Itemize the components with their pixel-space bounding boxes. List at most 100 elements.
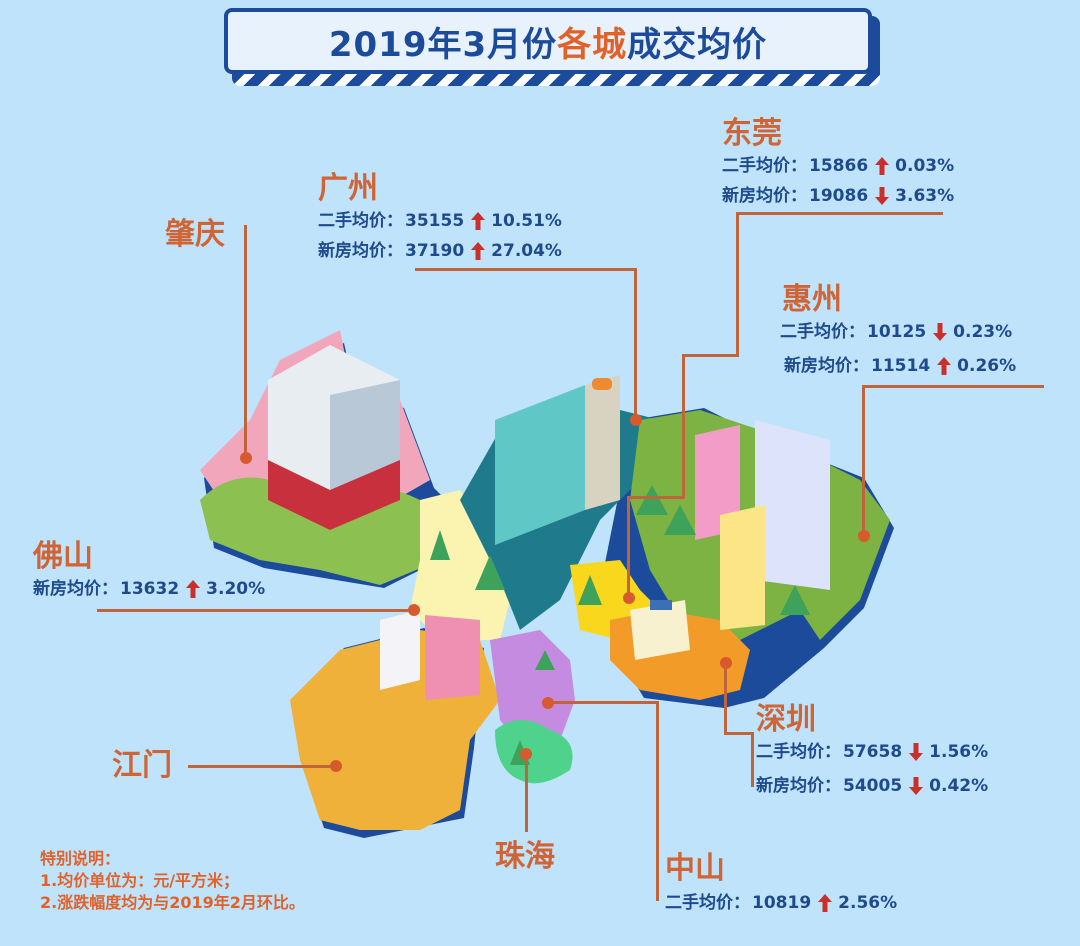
leader-line-dongguan-v1 [736, 212, 739, 356]
title-suffix: 成交均价 [627, 24, 768, 65]
leader-line-shenzhen-h [724, 732, 754, 735]
change-value: 3.63% [895, 186, 955, 206]
change-value: 1.56% [929, 742, 989, 762]
price-value: 54005 [843, 776, 903, 796]
leader-line-guangzhou-v [634, 268, 637, 420]
building-jiangmen [380, 610, 480, 700]
leader-line-dongguan-h3 [627, 496, 685, 499]
dongguan-second-hand: 二手均价： 15866 0.03% [722, 155, 954, 177]
arrow-up-icon [818, 894, 833, 912]
label-new-house: 新房均价： [756, 776, 841, 796]
city-block-shenzhen: 深圳 二手均价： 57658 1.56% 新房均价： 54005 0.42% [756, 703, 988, 797]
notes-block: 特别说明： 1.均价单位为：元/平方米； 2.涨跌幅度均为与2019年2月环比。 [40, 848, 305, 914]
change-value: 10.51% [491, 211, 562, 231]
marker-guangzhou [630, 414, 642, 426]
notes-heading: 特别说明： [40, 849, 121, 868]
region-foshan [410, 490, 510, 640]
leader-line-zhongshan-v [656, 701, 659, 901]
dongguan-new-house: 新房均价： 19086 3.63% [722, 185, 954, 207]
notes-line-2: 2.涨跌幅度均为与2019年2月环比。 [40, 893, 305, 912]
title-highlight: 各城 [557, 24, 628, 65]
building-shenzhen [630, 600, 690, 660]
arrow-down-icon [909, 777, 924, 795]
change-value: 0.42% [929, 776, 989, 796]
marker-huizhou [858, 530, 870, 542]
shenzhen-new-house: 新房均价： 54005 0.42% [756, 775, 988, 797]
city-name-zhuhai: 珠海 [495, 839, 555, 874]
arrow-down-icon [909, 743, 924, 761]
city-name-dongguan: 东莞 [722, 116, 782, 151]
change-value: 0.23% [953, 322, 1013, 342]
city-block-zhongshan: 中山 二手均价： 10819 2.56% [665, 852, 897, 914]
arrow-up-icon [186, 580, 201, 598]
leader-line-zhongshan-h [546, 701, 659, 704]
price-value: 19086 [809, 186, 869, 206]
marker-zhaoqing [240, 452, 252, 464]
city-name-zhaoqing: 肇庆 [165, 217, 225, 252]
price-value: 10125 [867, 322, 927, 342]
title-prefix: 2019年3月份 [328, 24, 558, 65]
change-value: 0.03% [895, 156, 955, 176]
notes-line-1: 1.均价单位为：元/平方米； [40, 871, 240, 890]
leader-line-shenzhen-v1 [724, 662, 727, 734]
leader-line-huizhou-h [862, 385, 1044, 388]
label-new-house: 新房均价： [318, 241, 403, 261]
leader-line-jiangmen [188, 765, 336, 768]
label-second-hand: 二手均价： [756, 742, 841, 762]
city-block-dongguan: 东莞 二手均价： 15866 0.03% 新房均价： 19086 3.63% [722, 117, 954, 207]
shenzhen-second-hand: 二手均价： 57658 1.56% [756, 741, 988, 763]
city-name-shenzhen: 深圳 [756, 702, 816, 737]
building-guangzhou [495, 375, 620, 545]
city-name-guangzhou: 广州 [318, 171, 378, 206]
price-value: 37190 [405, 241, 465, 261]
change-value: 3.20% [206, 579, 266, 599]
leader-line-foshan [97, 609, 415, 612]
city-name-jiangmen: 江门 [112, 748, 172, 783]
marker-dongguan [623, 592, 635, 604]
change-value: 27.04% [491, 241, 562, 261]
price-value: 10819 [752, 893, 812, 913]
price-value: 15866 [809, 156, 869, 176]
marker-zhongshan [542, 697, 554, 709]
huizhou-second-hand: 二手均价： 10125 0.23% [780, 321, 1016, 343]
price-value: 11514 [871, 356, 931, 376]
arrow-down-icon [875, 187, 890, 205]
price-value: 35155 [405, 211, 465, 231]
label-second-hand: 二手均价： [318, 211, 403, 231]
leader-line-zhuhai [525, 752, 528, 832]
label-new-house: 新房均价： [722, 186, 807, 206]
page-title: 2019年3月份 各城 成交均价 [224, 8, 872, 74]
city-name-foshan: 佛山 [33, 539, 93, 574]
city-name-zhongshan: 中山 [665, 851, 725, 886]
label-second-hand: 二手均价： [665, 893, 750, 913]
foshan-new-house: 新房均价： 13632 3.20% [33, 578, 265, 600]
price-value: 57658 [843, 742, 903, 762]
marker-foshan [408, 604, 420, 616]
leader-line-dongguan-v3 [627, 496, 630, 596]
city-block-foshan: 佛山 新房均价： 13632 3.20% [33, 540, 265, 600]
huizhou-new-house: 新房均价： 11514 0.26% [784, 355, 1016, 377]
building-huizhou [695, 420, 830, 630]
city-name-huizhou: 惠州 [782, 282, 842, 317]
arrow-up-icon [937, 357, 952, 375]
arrow-up-icon [471, 212, 486, 230]
guangzhou-new-house: 新房均价： 37190 27.04% [318, 240, 562, 262]
price-value: 13632 [120, 579, 180, 599]
leader-line-dongguan-h [737, 212, 943, 215]
label-second-hand: 二手均价： [780, 322, 865, 342]
label-new-house: 新房均价： [784, 356, 869, 376]
arrow-up-icon [875, 157, 890, 175]
marker-zhuhai [520, 748, 532, 760]
title-banner-stripes [232, 72, 880, 86]
label-new-house: 新房均价： [33, 579, 118, 599]
marker-jiangmen [330, 760, 342, 772]
label-second-hand: 二手均价： [722, 156, 807, 176]
leader-line-shenzhen-v2 [751, 732, 754, 787]
building-zhaoqing [268, 345, 400, 530]
leader-line-zhaoqing [244, 225, 247, 457]
leader-line-dongguan-v2 [682, 354, 685, 498]
zhongshan-second-hand: 二手均价： 10819 2.56% [665, 892, 897, 914]
leader-line-guangzhou-h [415, 268, 637, 271]
change-value: 2.56% [838, 893, 898, 913]
